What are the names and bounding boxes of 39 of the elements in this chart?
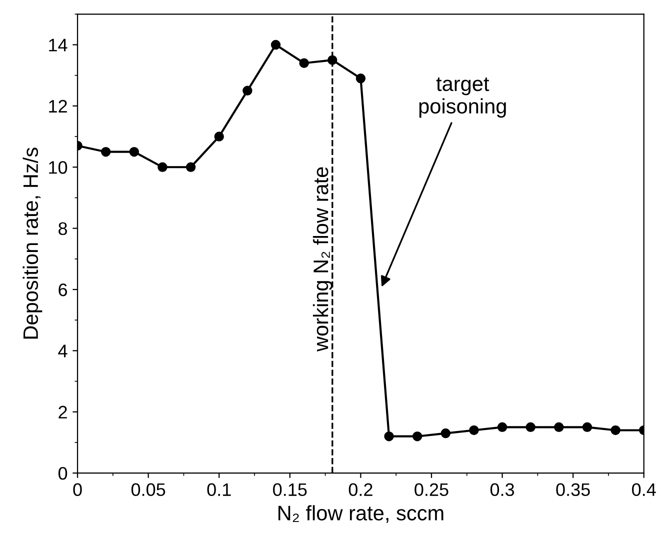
point	[384, 431, 394, 442]
y-tick-label: 2	[58, 406, 67, 418]
x-tick-label: 0.15	[273, 483, 307, 496]
point	[554, 422, 564, 432]
annotation: target poisoning	[419, 77, 506, 118]
point	[526, 422, 536, 432]
point	[440, 428, 451, 438]
y-tick-label: 8	[58, 222, 68, 236]
point	[242, 86, 252, 96]
ref-line-label: working N₂ flow rate	[312, 167, 332, 352]
point	[129, 146, 140, 157]
x-tick-label: 0	[73, 483, 82, 496]
y-tick-label: 0	[58, 466, 68, 480]
y-tick-label: 12	[49, 100, 67, 112]
y-tick-label: 14	[49, 38, 68, 52]
point	[497, 422, 508, 432]
x-tick-label: 0.35	[556, 483, 590, 496]
x-tick-label: 0.4	[632, 483, 656, 496]
point	[214, 132, 224, 142]
point	[412, 431, 422, 442]
x-tick-label: 0.2	[348, 483, 372, 496]
point	[270, 40, 281, 50]
y-tick-label: 10	[49, 161, 68, 174]
point	[299, 58, 309, 68]
point	[356, 74, 366, 84]
x-tick-label: 0.3	[490, 483, 514, 496]
x-axis-title: N₂ flow rate, sccm	[278, 505, 444, 523]
point	[610, 425, 620, 436]
x-tick-label: 0.1	[207, 483, 231, 496]
y-tick-label: 6	[58, 283, 68, 296]
y-tick-label: 4	[58, 344, 68, 358]
x-tick-label: 0.05	[131, 483, 166, 496]
x-tick-label: 0.25	[414, 483, 448, 496]
point	[469, 425, 479, 436]
point	[100, 146, 111, 157]
y-axis-title: Deposition rate, Hz/s	[22, 148, 42, 339]
point	[186, 162, 196, 172]
point	[582, 422, 592, 432]
point	[158, 162, 168, 172]
